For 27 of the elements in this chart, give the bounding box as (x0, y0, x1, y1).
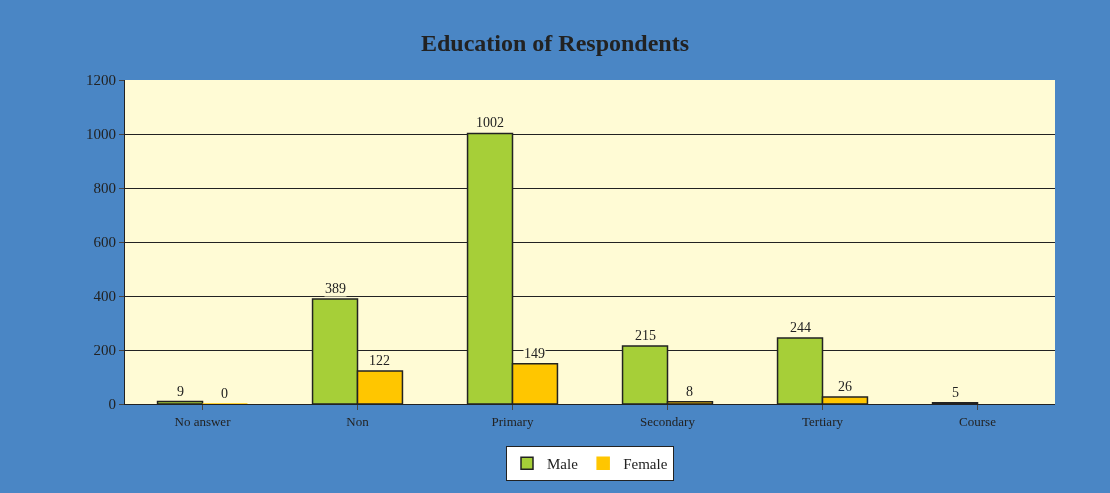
y-tick-label: 800 (93, 180, 116, 197)
x-tick-label: Primary (491, 413, 534, 429)
x-tick-label: Course (959, 413, 997, 429)
x-tick-label: Non (346, 413, 370, 429)
y-tick-label: 200 (93, 342, 116, 359)
y-tick-label: 1200 (86, 72, 116, 89)
data-label: 149 (524, 346, 545, 361)
data-label: 26 (838, 379, 852, 394)
data-label: 5 (952, 385, 959, 400)
data-label: 122 (369, 353, 390, 368)
data-label: 1002 (476, 115, 504, 130)
y-tick-label: 400 (93, 288, 116, 305)
data-label: 215 (635, 328, 656, 343)
legend-label: Male (547, 456, 579, 473)
chart-title: Education of Respondents (420, 30, 690, 57)
x-tick-label: Tertiary (802, 413, 844, 429)
data-label: 389 (325, 281, 346, 296)
y-tick-label: 1000 (86, 126, 116, 143)
legend-label: Female (623, 456, 668, 473)
data-label: 244 (790, 320, 811, 335)
y-tick-label: 0 (108, 396, 116, 413)
x-tick-label: Secondary (640, 413, 696, 429)
data-label: 9 (177, 384, 184, 399)
y-tick-label: 600 (93, 234, 116, 251)
x-tick-label: No answer (174, 413, 232, 429)
data-label: 8 (686, 384, 693, 399)
data-label: 0 (221, 386, 228, 401)
